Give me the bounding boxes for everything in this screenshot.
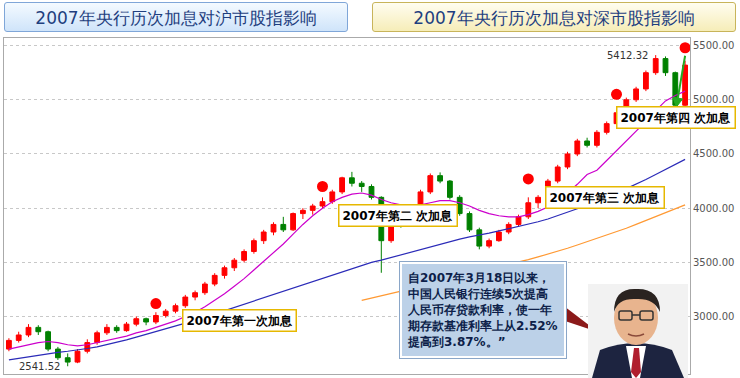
html-text:2007年央行历次加息对深市股指影响: 2007年央行历次加息对深市股指影响 — [413, 8, 695, 28]
svg-text:2007年第三 次加息: 2007年第三 次加息 — [550, 191, 661, 205]
svg-text:2007年第一次加息: 2007年第一次加息 — [187, 314, 293, 328]
svg-text:2007年第四 次加息: 2007年第四 次加息 — [621, 111, 732, 125]
html-text:2007年央行历次加息对沪市股指影响: 2007年央行历次加息对沪市股指影响 — [35, 8, 317, 28]
svg-text:5500.00: 5500.00 — [693, 40, 734, 51]
svg-text:2541.52: 2541.52 — [19, 361, 60, 372]
svg-text:2007年第二 次加息: 2007年第二 次加息 — [343, 209, 454, 223]
svg-text:5412.32: 5412.32 — [607, 50, 648, 61]
svg-text:5000.00: 5000.00 — [693, 94, 734, 105]
svg-text:3500.00: 3500.00 — [693, 257, 734, 268]
svg-text:3000.00: 3000.00 — [693, 311, 734, 322]
svg-text:4500.00: 4500.00 — [693, 148, 734, 159]
svg-text:4000.00: 4000.00 — [693, 203, 734, 214]
html-text:自2007年3月18日以来，中国人民银行连续5次提高人民币存: 自2007年3月18日以来，中国人民银行连续5次提高人民币存贷款利率，使一年期存… — [408, 271, 558, 349]
